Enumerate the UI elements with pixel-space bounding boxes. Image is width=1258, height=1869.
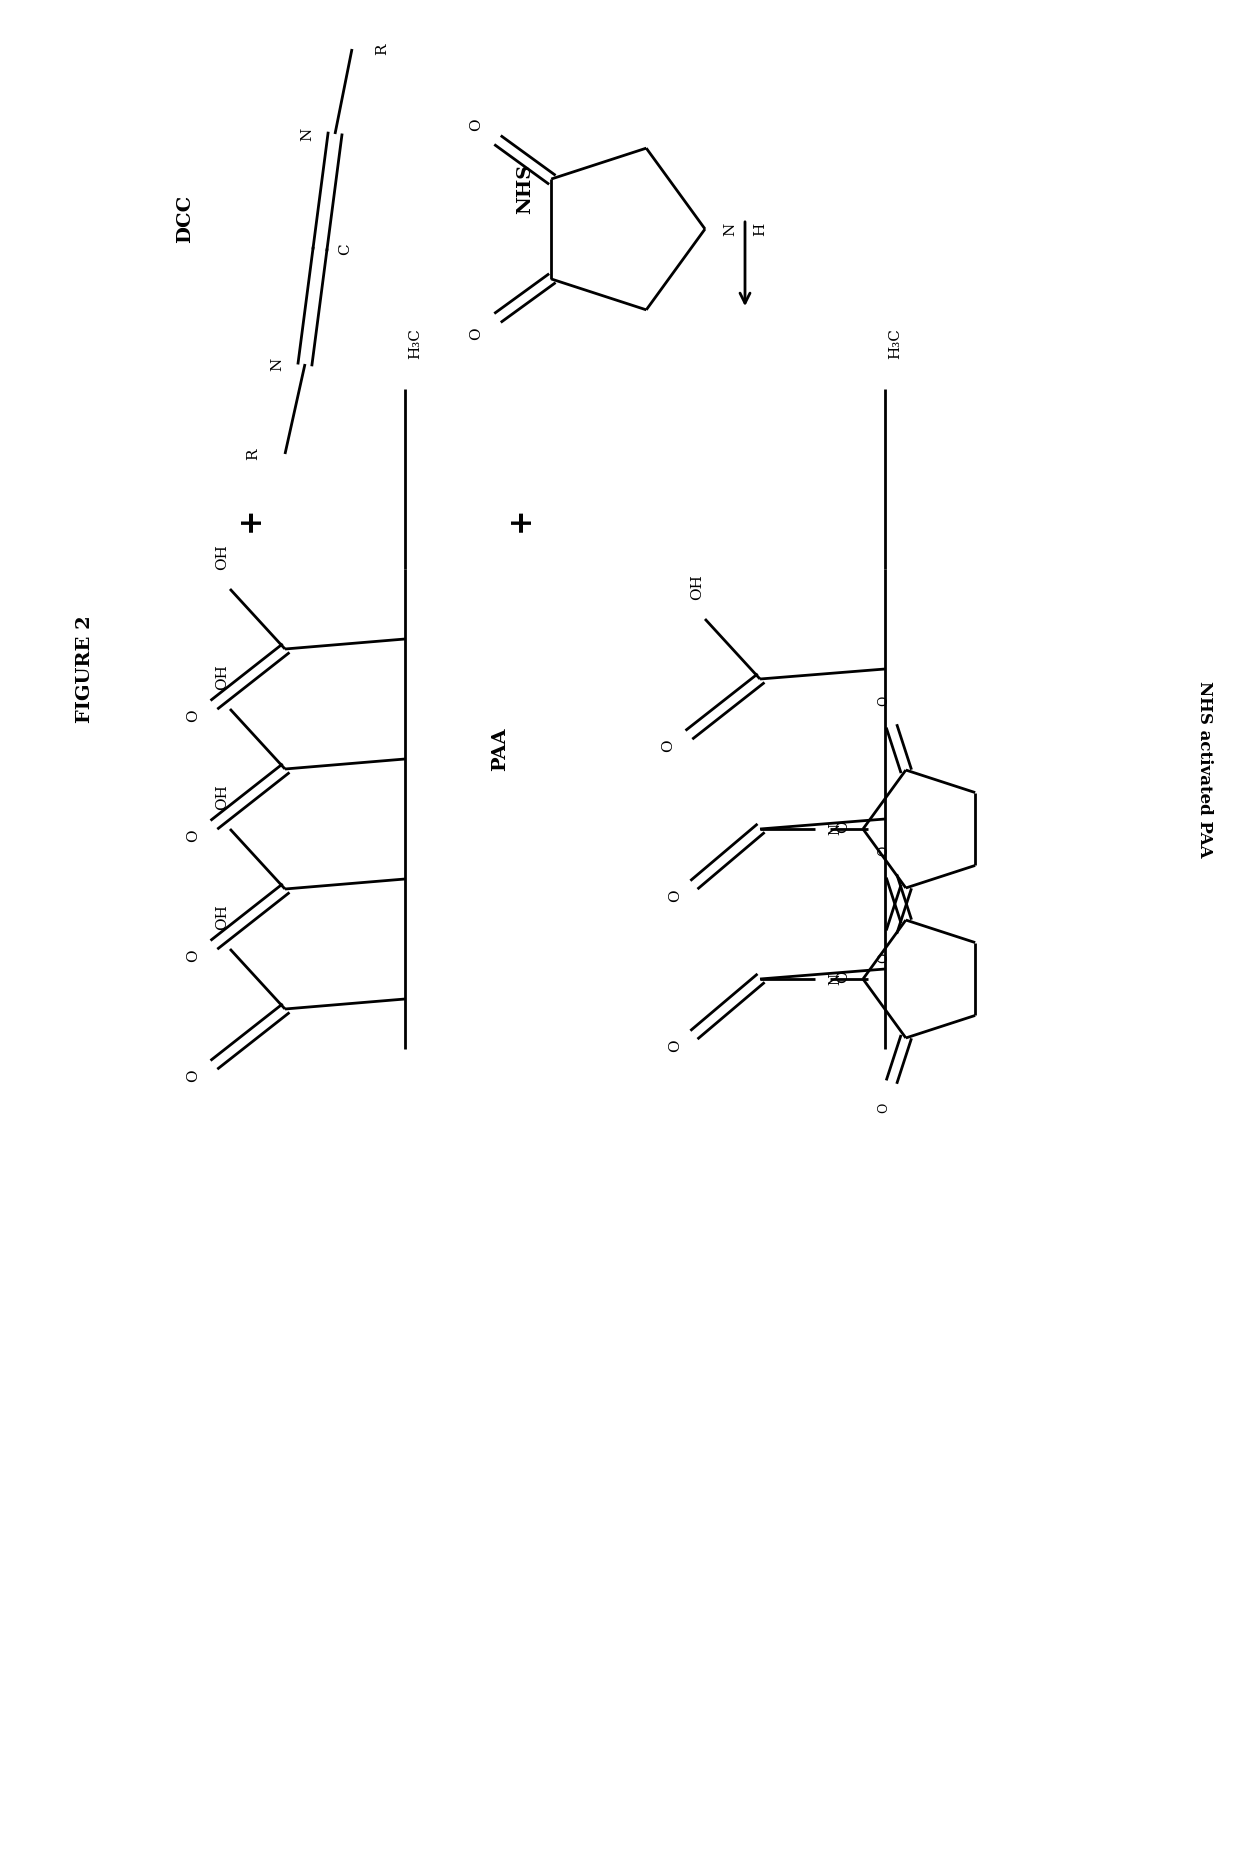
Text: O: O — [877, 1103, 889, 1112]
Text: N: N — [270, 357, 284, 370]
Text: O: O — [837, 820, 850, 834]
Text: PAA: PAA — [491, 727, 509, 770]
Text: NHS: NHS — [516, 164, 533, 215]
Text: NHS activated PAA: NHS activated PAA — [1196, 680, 1214, 858]
Text: O: O — [186, 710, 200, 721]
Text: O: O — [469, 327, 483, 340]
Text: O: O — [186, 949, 200, 963]
Text: H₃C: H₃C — [888, 329, 902, 359]
Text: FIGURE 2: FIGURE 2 — [75, 615, 94, 723]
Text: H: H — [754, 222, 767, 235]
Text: N: N — [723, 222, 737, 235]
Text: +: + — [504, 506, 536, 533]
Text: +: + — [234, 506, 265, 533]
Text: O: O — [837, 970, 850, 983]
Text: R: R — [247, 449, 260, 460]
Text: N: N — [828, 974, 842, 985]
Text: DCC: DCC — [176, 194, 194, 243]
Text: OH: OH — [215, 544, 229, 570]
Text: O: O — [877, 845, 889, 856]
Text: N: N — [299, 127, 314, 140]
Text: O: O — [877, 951, 889, 963]
Text: C: C — [338, 243, 352, 254]
Text: R: R — [375, 43, 389, 54]
Text: OH: OH — [215, 785, 229, 809]
Text: O: O — [660, 740, 676, 753]
Text: O: O — [668, 890, 682, 903]
Text: H₃C: H₃C — [408, 329, 421, 359]
Text: O: O — [186, 1069, 200, 1082]
Text: OH: OH — [215, 663, 229, 690]
Text: OH: OH — [689, 574, 704, 600]
Text: OH: OH — [215, 905, 229, 931]
Text: O: O — [186, 830, 200, 843]
Text: N: N — [828, 822, 842, 835]
Text: O: O — [469, 118, 483, 131]
Text: O: O — [877, 695, 889, 706]
Text: O: O — [668, 1039, 682, 1052]
